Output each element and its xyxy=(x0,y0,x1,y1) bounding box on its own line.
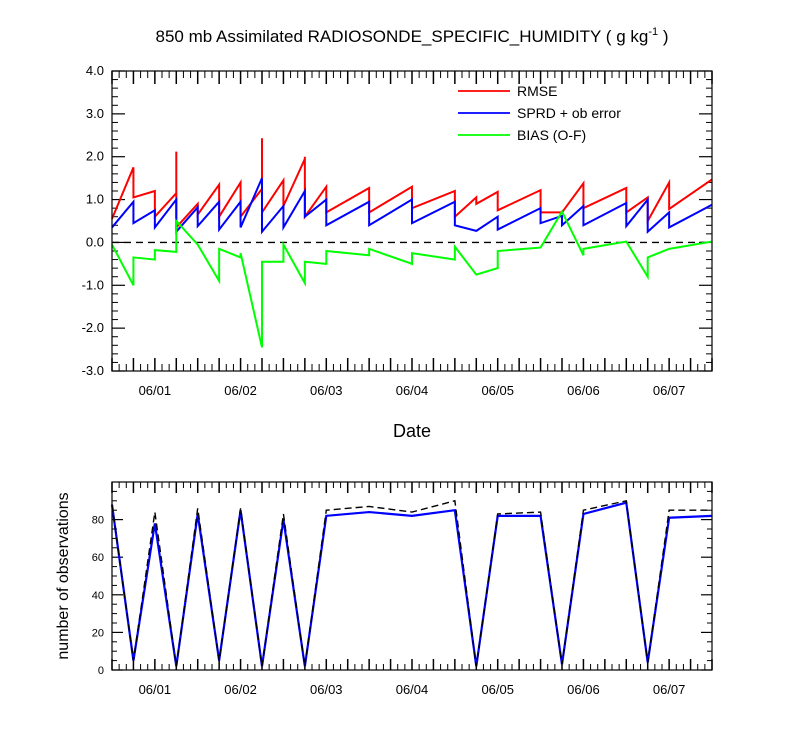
chart-title: 850 mb Assimilated RADIOSONDE_SPECIFIC_H… xyxy=(156,26,669,46)
x-tick-label: 06/06 xyxy=(567,383,600,398)
y-tick-label: -3.0 xyxy=(82,363,104,378)
y-tick-label: 1.0 xyxy=(86,192,104,207)
x-axis-label: Date xyxy=(393,421,431,441)
y-tick-label: 0 xyxy=(98,665,104,677)
y-axis-label-observations: number of observations xyxy=(55,492,72,659)
legend-label-rmse: RMSE xyxy=(517,83,557,99)
y-tick-label: -2.0 xyxy=(82,320,104,335)
y-tick-label: 40 xyxy=(92,590,104,602)
x-tick-label: 06/07 xyxy=(653,383,686,398)
bottom-plot-area: 06/01 06/02 06/03 06/04 06/05 06/06 06/07 0 20 40… xyxy=(92,482,713,697)
y-tick-label: -1.0 xyxy=(82,277,104,292)
x-tick-label: 06/03 xyxy=(310,383,343,398)
legend-label-bias: BIAS (O-F) xyxy=(517,127,586,143)
legend: RMSE SPRD + ob error BIAS (O-F) xyxy=(458,83,621,143)
legend-label-sprd: SPRD + ob error xyxy=(517,105,621,121)
x-tick-label: 06/05 xyxy=(481,682,514,697)
series-line-sprd-ob-error xyxy=(111,177,713,235)
x-tick-label: 06/06 xyxy=(567,682,600,697)
series-line-assimilated xyxy=(110,501,713,667)
y-tick-label: 80 xyxy=(92,515,104,527)
bottom-plot-frame xyxy=(111,481,713,671)
series-line-rmse xyxy=(111,138,713,231)
x-tick-label: 06/02 xyxy=(224,682,257,697)
x-tick-label: 06/04 xyxy=(396,682,429,697)
y-tick-label: 2.0 xyxy=(86,149,104,164)
series-line-total xyxy=(111,499,712,667)
x-tick-label: 06/02 xyxy=(224,383,257,398)
y-tick-label: 20 xyxy=(92,627,104,639)
top-chart-panel: 06/01 06/02 06/03 06/04 06/05 06/06 06/07 -3.0 -… xyxy=(82,63,713,441)
y-tick-label: 60 xyxy=(92,552,104,564)
top-plot-frame xyxy=(111,70,713,372)
x-tick-label: 06/07 xyxy=(653,682,686,697)
x-tick-label: 06/01 xyxy=(139,383,172,398)
series-line-bias-o-f xyxy=(111,209,713,348)
x-tick-label: 06/04 xyxy=(396,383,429,398)
top-plot-area: 06/01 06/02 06/03 06/04 06/05 06/06 06/07 -3.0 -… xyxy=(82,63,713,398)
y-tick-label: 0.0 xyxy=(86,234,104,249)
y-tick-label: 3.0 xyxy=(86,106,104,121)
bottom-chart-panel: 06/01 06/02 06/03 06/04 06/05 06/06 06/07 0 20 40… xyxy=(55,481,713,697)
x-tick-label: 06/03 xyxy=(310,682,343,697)
x-tick-label: 06/05 xyxy=(481,383,514,398)
x-tick-label: 06/01 xyxy=(139,682,172,697)
y-tick-label: 4.0 xyxy=(86,63,104,78)
